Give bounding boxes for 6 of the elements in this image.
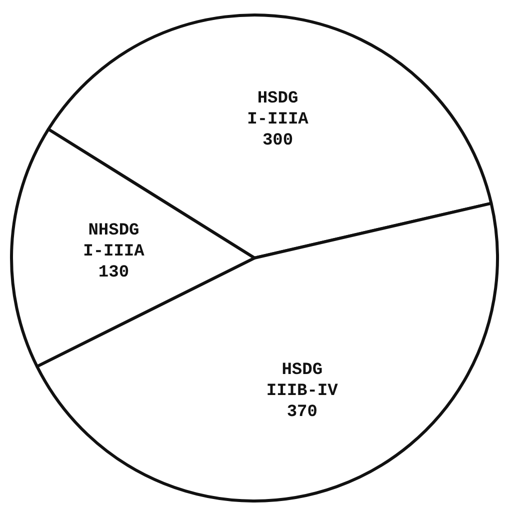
data-label: 370 [286, 402, 318, 422]
slice-label: NHSDG I-IIIA [83, 222, 146, 262]
slice-label: HSDG IIIB-IV [266, 360, 339, 401]
data-label: 130 [98, 264, 130, 283]
data-label: 300 [262, 131, 294, 150]
slice-label: HSDG I-IIIA [247, 89, 310, 130]
